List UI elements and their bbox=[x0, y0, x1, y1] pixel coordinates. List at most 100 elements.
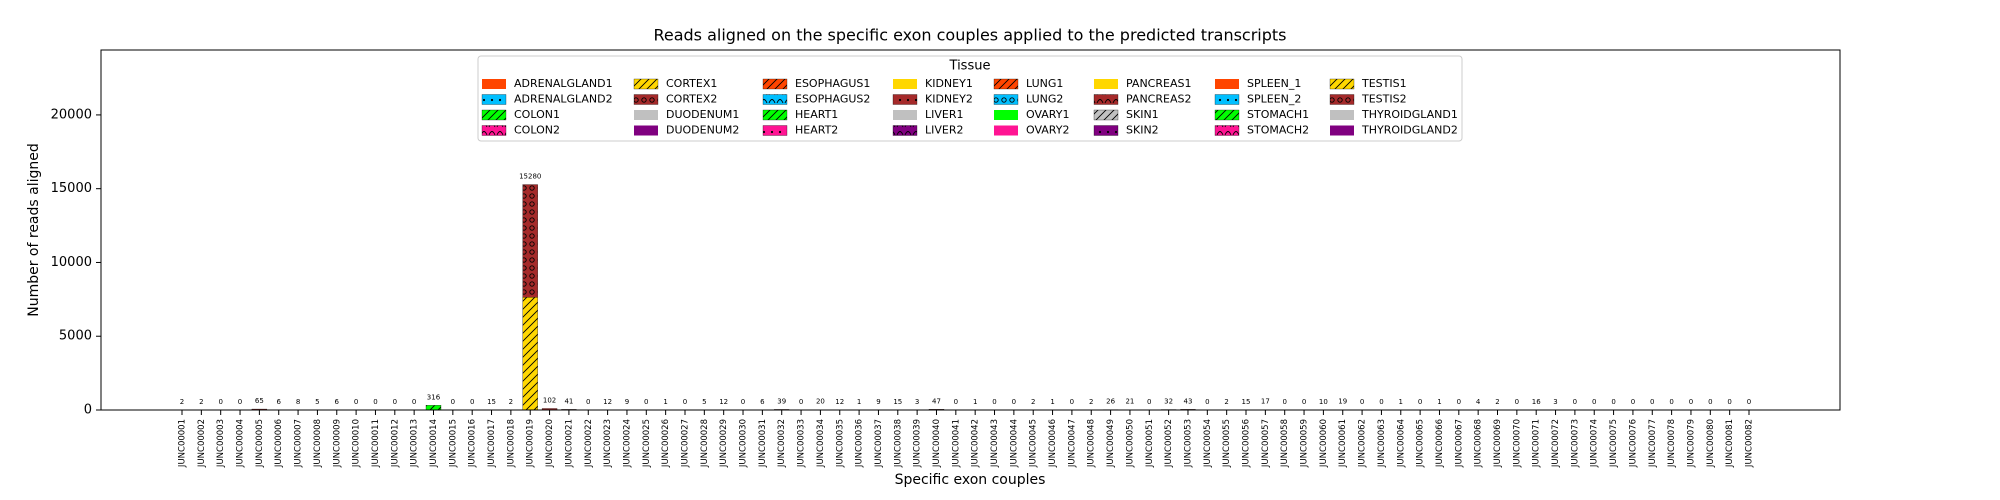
x-tick-label: JUNC00060 bbox=[1319, 419, 1329, 468]
bar-total-label: 12 bbox=[603, 398, 612, 406]
bar-total-label: 20 bbox=[816, 398, 825, 406]
bar-total-label: 2 bbox=[1031, 398, 1035, 406]
legend-swatch bbox=[994, 110, 1018, 120]
bar-total-label: 3 bbox=[915, 398, 919, 406]
bar-total-label: 2 bbox=[1495, 398, 1499, 406]
bar-total-label: 0 bbox=[1282, 398, 1286, 406]
x-tick-label: JUNC00021 bbox=[564, 419, 574, 468]
bar-total-label: 65 bbox=[255, 397, 264, 405]
bar-total-label: 6 bbox=[335, 398, 340, 406]
bar-total-label: 47 bbox=[932, 397, 941, 405]
bar-total-label: 6 bbox=[276, 398, 281, 406]
legend-swatch bbox=[481, 125, 507, 136]
bar-total-label: 0 bbox=[1650, 398, 1654, 406]
bar-total-label: 0 bbox=[954, 398, 958, 406]
legend-label: THYROIDGLAND2 bbox=[1361, 124, 1458, 137]
bar-total-label: 5 bbox=[315, 398, 319, 406]
y-axis-label: Number of reads aligned bbox=[26, 143, 42, 317]
x-tick-label: JUNC00069 bbox=[1493, 419, 1503, 468]
y-tick-label: 0 bbox=[84, 403, 92, 418]
bar-total-label: 1 bbox=[973, 398, 977, 406]
bar-total-label: 1 bbox=[1437, 398, 1441, 406]
x-tick-label: JUNC00068 bbox=[1474, 419, 1484, 468]
legend-swatch bbox=[1329, 94, 1355, 105]
legend-swatch bbox=[634, 110, 658, 120]
bar-total-label: 15280 bbox=[519, 173, 541, 181]
x-tick-label: JUNC00055 bbox=[1222, 419, 1232, 468]
x-tick-label: JUNC00076 bbox=[1628, 419, 1638, 468]
bar-segment bbox=[522, 297, 538, 411]
y-tick-label: 15000 bbox=[51, 181, 92, 196]
bar-total-label: 0 bbox=[1689, 398, 1693, 406]
legend-label: ESOPHAGUS2 bbox=[795, 93, 870, 106]
bar-total-label: 0 bbox=[992, 398, 996, 406]
x-tick-label: JUNC00047 bbox=[1067, 419, 1077, 468]
legend-swatch bbox=[994, 125, 1018, 136]
legend-label: LIVER2 bbox=[925, 124, 964, 137]
legend-label: TESTIS1 bbox=[1361, 77, 1407, 90]
x-tick-label: JUNC00080 bbox=[1706, 419, 1716, 468]
legend-label: THYROIDGLAND1 bbox=[1361, 108, 1458, 121]
bar-total-label: 0 bbox=[1418, 398, 1422, 406]
x-tick-label: JUNC00030 bbox=[739, 419, 749, 468]
x-tick-label: JUNC00003 bbox=[216, 419, 226, 468]
x-tick-label: JUNC00048 bbox=[1087, 419, 1097, 468]
bar-total-label: 0 bbox=[1147, 398, 1151, 406]
x-tick-label: JUNC00014 bbox=[429, 419, 439, 468]
legend-swatch bbox=[1214, 109, 1240, 121]
x-tick-label: JUNC00037 bbox=[874, 419, 884, 468]
legend-label: SPLEEN_2 bbox=[1247, 93, 1301, 106]
chart-title: Reads aligned on the specific exon coupl… bbox=[653, 26, 1286, 45]
legend-label: TESTIS2 bbox=[1361, 93, 1407, 106]
bar-total-label: 0 bbox=[799, 398, 803, 406]
bar-total-label: 0 bbox=[470, 398, 474, 406]
legend-label: LUNG2 bbox=[1026, 93, 1063, 106]
legend-label: COLON1 bbox=[514, 108, 560, 121]
bar-total-label: 0 bbox=[1747, 398, 1751, 406]
x-tick-label: JUNC00032 bbox=[777, 419, 787, 468]
bar-total-label: 41 bbox=[564, 397, 573, 405]
legend-swatch bbox=[993, 78, 1019, 90]
x-tick-label: JUNC00058 bbox=[1280, 419, 1290, 468]
legend-label: DUODENUM2 bbox=[666, 124, 739, 137]
legend-swatch bbox=[481, 94, 507, 105]
bar-total-label: 0 bbox=[1302, 398, 1306, 406]
bar-total-label: 0 bbox=[741, 398, 745, 406]
bar-total-label: 26 bbox=[1106, 398, 1115, 406]
bar-total-label: 0 bbox=[1379, 398, 1383, 406]
x-tick-label: JUNC00049 bbox=[1106, 419, 1116, 468]
legend-label: PANCREAS1 bbox=[1126, 77, 1191, 90]
bar-total-label: 102 bbox=[543, 396, 556, 404]
bar-total-label: 17 bbox=[1261, 398, 1270, 406]
bar-total-label: 0 bbox=[373, 398, 377, 406]
x-tick-label: JUNC00042 bbox=[971, 419, 981, 468]
bar-total-label: 4 bbox=[1476, 398, 1481, 406]
legend-label: ADRENALGLAND1 bbox=[514, 77, 613, 90]
x-tick-label: JUNC00063 bbox=[1377, 419, 1387, 468]
bar-total-label: 0 bbox=[683, 398, 687, 406]
x-tick-label: JUNC00075 bbox=[1609, 419, 1619, 468]
x-tick-label: JUNC00035 bbox=[835, 419, 845, 468]
x-tick-label: JUNC00067 bbox=[1454, 419, 1464, 468]
bar-segment bbox=[522, 184, 538, 298]
legend-swatch bbox=[1215, 79, 1239, 89]
x-tick-label: JUNC00046 bbox=[1048, 419, 1058, 468]
bar-total-label: 316 bbox=[427, 393, 441, 401]
x-tick-label: JUNC00040 bbox=[932, 419, 942, 468]
legend-label: DUODENUM1 bbox=[666, 108, 739, 121]
legend-label: HEART2 bbox=[795, 124, 838, 137]
legend-swatch bbox=[633, 78, 659, 90]
bar-total-label: 39 bbox=[777, 397, 786, 405]
bar-total-label: 0 bbox=[1457, 398, 1461, 406]
legend-label: COLON2 bbox=[514, 124, 560, 137]
bar-total-label: 0 bbox=[1592, 398, 1596, 406]
legend-label: LUNG1 bbox=[1026, 77, 1063, 90]
bar-total-label: 1 bbox=[663, 398, 667, 406]
bar-total-label: 2 bbox=[199, 398, 203, 406]
legend-swatch bbox=[762, 125, 788, 136]
x-tick-label: JUNC00026 bbox=[661, 419, 671, 468]
legend-label: ADRENALGLAND2 bbox=[514, 93, 613, 106]
x-tick-label: JUNC00081 bbox=[1725, 419, 1735, 468]
x-tick-label: JUNC00066 bbox=[1435, 419, 1445, 468]
